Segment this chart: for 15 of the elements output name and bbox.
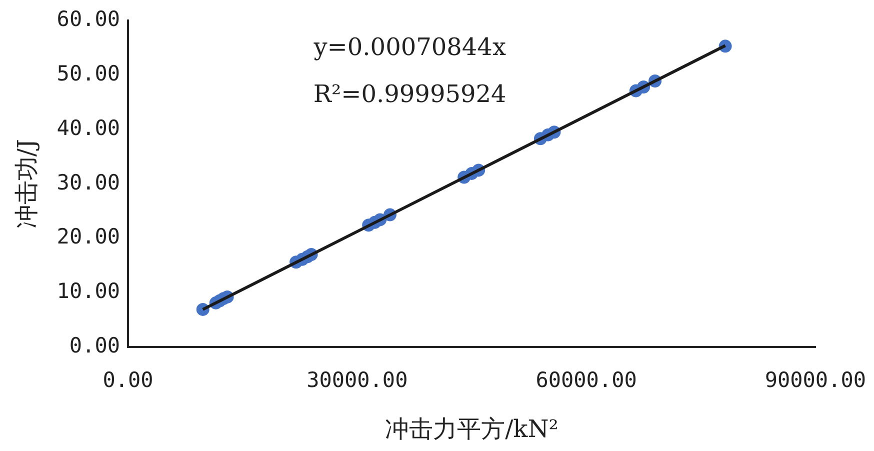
y-tick-label: 50.00 bbox=[56, 61, 120, 86]
y-tick-label: 20.00 bbox=[56, 224, 120, 249]
x-tick-label: 0.00 bbox=[102, 368, 154, 392]
y-tick-label: 40.00 bbox=[56, 116, 120, 140]
annotation: R²=0.99995924 bbox=[313, 80, 506, 108]
x-tick-label: 90000.00 bbox=[764, 368, 866, 392]
x-axis-title: 冲击力平方/kN² bbox=[385, 414, 558, 443]
y-tick-label: 10.00 bbox=[56, 279, 120, 304]
y-tick-label: 60.00 bbox=[56, 7, 120, 32]
annotation: y=0.00070844x bbox=[312, 32, 506, 61]
y-axis-title: 冲击功/J bbox=[12, 138, 41, 229]
y-tick-label: 30.00 bbox=[56, 170, 120, 194]
y-tick-label: 0.00 bbox=[69, 333, 120, 358]
x-tick-label: 30000.00 bbox=[306, 368, 408, 392]
x-tick-label: 60000.00 bbox=[536, 368, 637, 392]
